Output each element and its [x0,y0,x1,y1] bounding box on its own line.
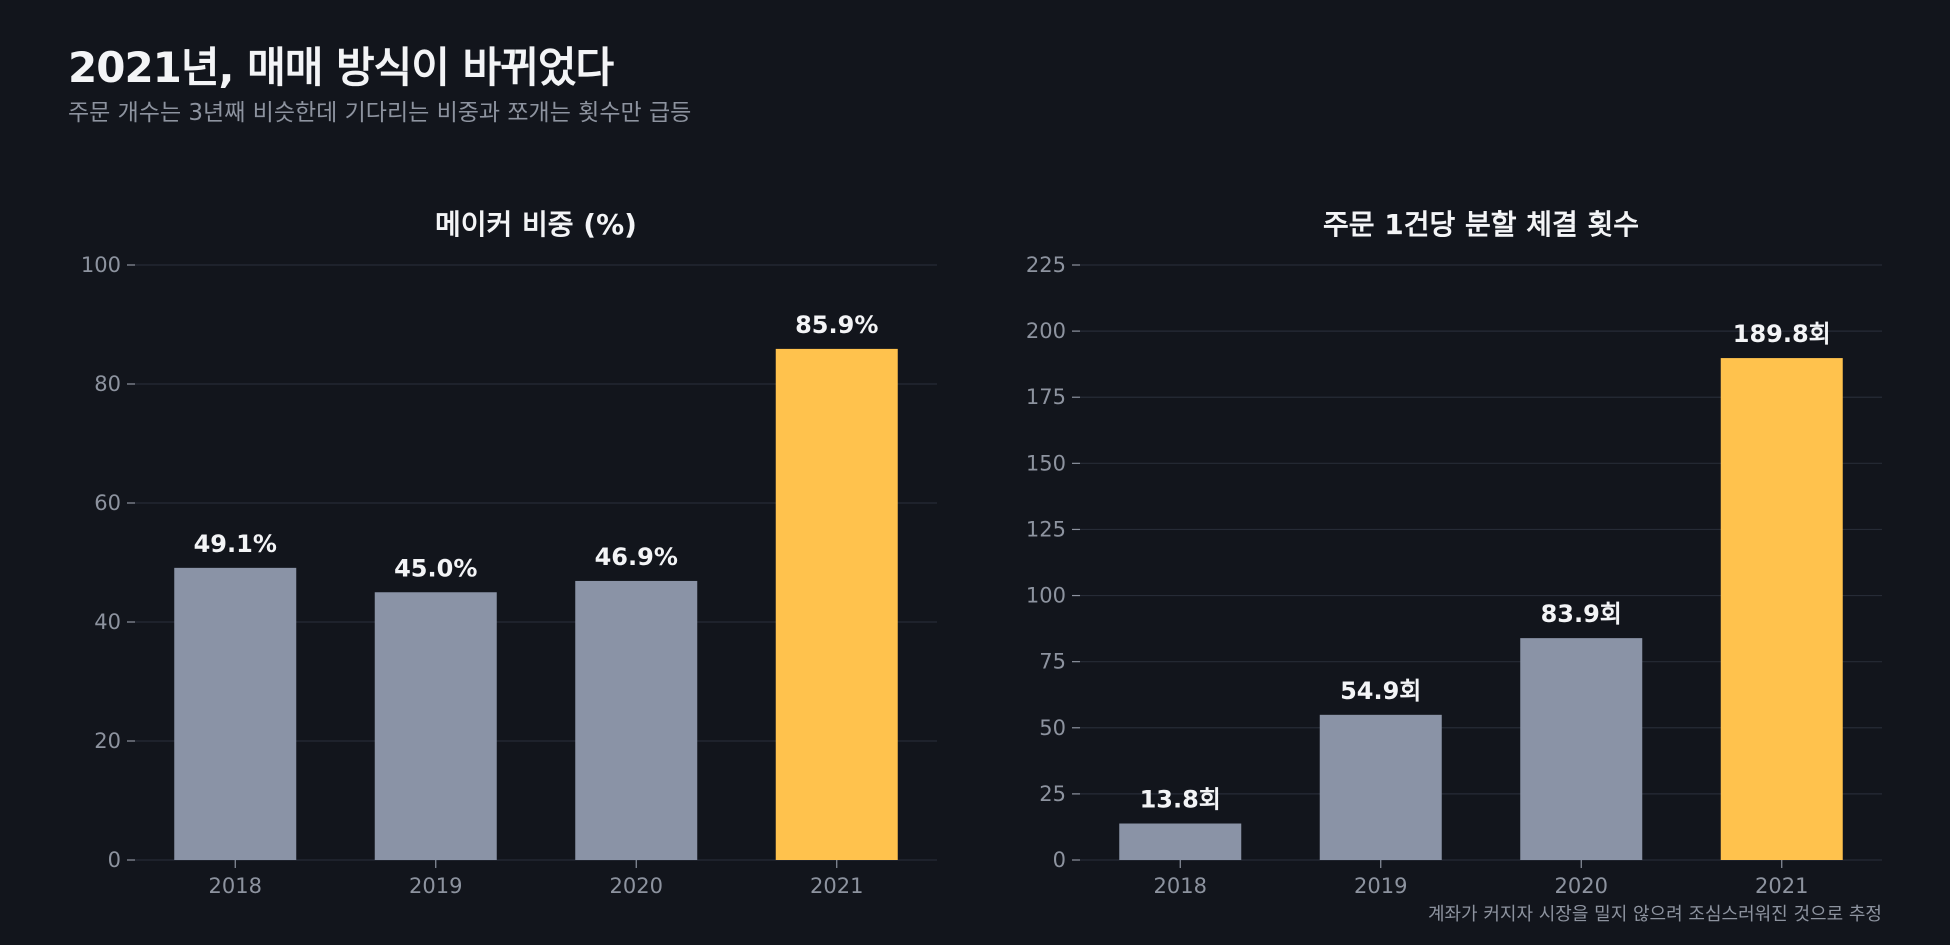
split-fill-chart-title: 주문 1건당 분할 체결 횟수 [1323,208,1639,241]
page-subtitle: 주문 개수는 3년째 비슷한데 기다리는 비중과 쪼개는 횟수만 급등 [68,100,692,126]
maker-share-bar-2020 [575,580,698,860]
maker-share-x-tick-label-2019: 2019 [409,874,462,898]
split-fill-value-label-2020: 83.9회 [1541,600,1622,628]
maker-share-bar-2021 [775,348,898,860]
split-fill-y-tick-label: 25 [1039,782,1066,806]
maker-share-x-tick-label-2018: 2018 [209,874,262,898]
maker-share-bar-2019 [374,592,497,860]
split-fill-bar-2021 [1720,358,1843,860]
split-fill-y-tick-label: 150 [1026,451,1066,475]
maker-share-y-tick-label: 60 [94,491,121,515]
footnote: 계좌가 커지자 시장을 밀지 않으려 조심스러워진 것으로 추정 [1427,904,1882,925]
maker-share-y-tick-label: 40 [94,610,121,634]
split-fill-y-tick-label: 225 [1026,253,1066,277]
maker-share-x-tick-label-2020: 2020 [610,874,663,898]
split-fill-bar-2019 [1319,714,1442,860]
maker-share-bar-2018 [174,567,297,860]
split-fill-bar-2018 [1119,823,1242,860]
split-fill-y-tick-label: 200 [1026,319,1066,343]
split-fill-x-tick-label-2021: 2021 [1755,874,1808,898]
split-fill-y-tick-label: 100 [1026,584,1066,608]
maker-share-y-tick-label: 20 [94,729,121,753]
split-fill-bar-2020 [1520,638,1643,860]
split-fill-value-label-2019: 54.9회 [1340,677,1421,705]
maker-share-value-label-2021: 85.9% [795,311,878,339]
split-fill-y-tick-label: 175 [1026,385,1066,409]
split-fill-y-tick-label: 75 [1039,650,1066,674]
maker-share-chart-title: 메이커 비중 (%) [435,208,637,241]
split-fill-y-tick-label: 125 [1026,517,1066,541]
split-fill-value-label-2021: 189.8회 [1733,320,1831,348]
split-fill-y-tick-label: 0 [1053,848,1066,872]
maker-share-y-tick-label: 0 [108,848,121,872]
maker-share-value-label-2018: 49.1% [194,530,277,558]
maker-share-value-label-2019: 45.0% [394,554,477,582]
split-fill-x-tick-label-2018: 2018 [1154,874,1207,898]
split-fill-x-tick-label-2019: 2019 [1354,874,1407,898]
split-fill-value-label-2018: 13.8회 [1140,786,1221,814]
maker-share-x-tick-label-2021: 2021 [810,874,863,898]
maker-share-value-label-2020: 46.9% [595,543,678,571]
page-title: 2021년, 매매 방식이 바뀌었다 [68,43,614,92]
maker-share-chart: 메이커 비중 (%) 0 20 40 60 80 100 49.1% 2018 45.0% 2019… [81,208,937,898]
maker-share-y-tick-label: 80 [94,372,121,396]
maker-share-y-tick-label: 100 [81,253,121,277]
split-fill-y-tick-label: 50 [1039,716,1066,740]
split-fill-x-tick-label-2020: 2020 [1555,874,1608,898]
split-fill-count-chart: 주문 1건당 분할 체결 횟수 0 25 50 75 100 125 150 175 200 225… [1026,208,1882,898]
